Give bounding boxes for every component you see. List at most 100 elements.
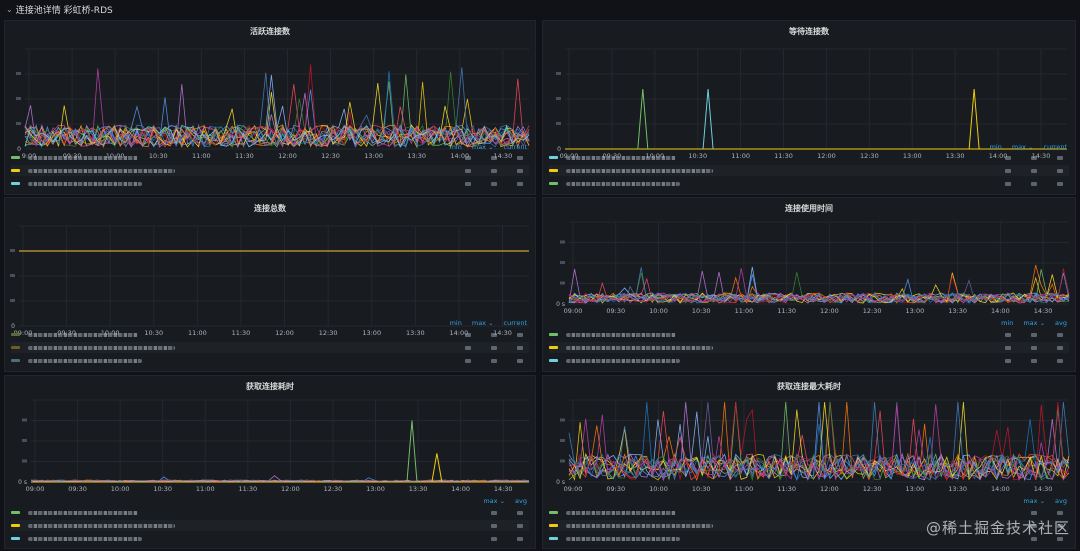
- legend-col-min[interactable]: min: [989, 143, 1002, 151]
- x-tick-label: 11:30: [777, 307, 796, 315]
- x-tick-label: 10:30: [144, 329, 163, 337]
- legend-value-redacted: [1057, 181, 1063, 186]
- legend-item[interactable]: [549, 329, 1069, 340]
- legend-item[interactable]: [11, 178, 529, 189]
- plot-area[interactable]: 9:0009:3010:0010:3011:0011:3012:0012:301…: [15, 43, 535, 161]
- plot-area[interactable]: 09:00 09:30 10:00 10:30 11:00 11:30 12:00 12:30…: [547, 216, 1075, 316]
- legend-item[interactable]: [11, 152, 529, 163]
- legend-col-max[interactable]: max ⌄: [1023, 497, 1046, 505]
- legend-col-max[interactable]: max ⌄: [1011, 143, 1034, 151]
- legend-item[interactable]: [11, 165, 529, 176]
- legend-item[interactable]: [549, 342, 1069, 353]
- legend-item[interactable]: [11, 355, 529, 366]
- panel-title: 活跃连接数: [250, 27, 290, 36]
- legend-value-redacted: [1057, 155, 1063, 160]
- legend-item[interactable]: [11, 342, 529, 353]
- legend-col-max[interactable]: max ⌄: [471, 319, 494, 327]
- legend-col-min[interactable]: min: [449, 143, 462, 151]
- legend-item[interactable]: [549, 520, 1069, 531]
- y-tick-label: [560, 418, 565, 422]
- x-tick-label: 14:30: [493, 152, 512, 160]
- legend-col-current[interactable]: current: [1043, 143, 1067, 151]
- row-title: 连接池详情 彩虹桥-RDS: [15, 5, 113, 16]
- y-tick-label: [22, 418, 27, 422]
- x-tick-label: 12:00: [281, 485, 300, 493]
- x-tick-label: 12:30: [863, 485, 882, 493]
- legend-header: min max ⌄ current: [450, 143, 527, 151]
- x-tick-label: 14:30: [493, 329, 512, 337]
- y-tick-label: [556, 122, 561, 125]
- legend-col-min[interactable]: min: [449, 319, 462, 327]
- x-tick-label: 13:00: [362, 329, 381, 337]
- panel-waiting-connections: 等待连接数 09:0009:3010:0010:3011:0011:3012:0…: [542, 20, 1076, 195]
- x-tick-label: 12:00: [820, 307, 839, 315]
- legend-item[interactable]: [549, 355, 1069, 366]
- legend-swatch: [549, 182, 558, 185]
- legend-swatch: [11, 537, 20, 540]
- y-tick-label: [10, 249, 15, 252]
- x-tick-label: 09:30: [606, 307, 625, 315]
- legend-value-redacted: [517, 181, 523, 186]
- legend-swatch: [549, 333, 558, 336]
- legend-item[interactable]: [549, 152, 1069, 163]
- series-line: [568, 401, 1070, 481]
- x-tick-label: 13:30: [948, 307, 967, 315]
- legend-label-redacted: [566, 510, 676, 515]
- legend-value-redacted: [517, 523, 523, 528]
- x-tick-label: 13:30: [407, 152, 426, 160]
- x-tick-label: 12:00: [820, 485, 839, 493]
- legend-value-redacted: [517, 155, 523, 160]
- legend-col-max[interactable]: max ⌄: [471, 143, 494, 151]
- x-tick-label: 14:00: [989, 152, 1008, 160]
- series-line: [568, 272, 1070, 304]
- series-line: [30, 475, 530, 483]
- legend-header: min max ⌄ current: [450, 319, 527, 327]
- legend-col-current[interactable]: current: [503, 319, 527, 327]
- legend-label-redacted: [28, 332, 138, 337]
- plot-area[interactable]: 09:00 09:30 10:00 10:30 11:00 11:30 12:00 12:30…: [9, 394, 535, 494]
- x-tick-label: 12:00: [275, 329, 294, 337]
- legend-item[interactable]: [11, 507, 529, 518]
- x-tick-label: 13:30: [409, 485, 428, 493]
- x-tick-label: 11:00: [735, 485, 754, 493]
- legend-item[interactable]: [549, 507, 1069, 518]
- legend-item[interactable]: [11, 533, 529, 544]
- legend-label-redacted: [28, 510, 138, 515]
- legend-col-avg[interactable]: avg: [1055, 497, 1067, 505]
- legend-item[interactable]: [11, 329, 529, 340]
- series-spike: [406, 420, 418, 483]
- legend-item[interactable]: [11, 520, 529, 531]
- row-header[interactable]: ⌄ 连接池详情 彩虹桥-RDS: [0, 0, 1080, 18]
- x-tick-label: 11:00: [196, 485, 215, 493]
- x-tick-label: 11:30: [777, 485, 796, 493]
- legend-col-avg[interactable]: avg: [1055, 319, 1067, 327]
- y-tick-label: 0: [557, 146, 561, 153]
- legend-value-redacted: [1031, 181, 1037, 186]
- legend-item[interactable]: [549, 165, 1069, 176]
- legend-col-avg[interactable]: avg: [515, 497, 527, 505]
- legend-swatch: [11, 169, 20, 172]
- x-tick-label: 13:30: [948, 485, 967, 493]
- x-tick-label: 11:00: [731, 152, 750, 160]
- legend-value-redacted: [517, 510, 523, 515]
- legend-col-max[interactable]: max ⌄: [483, 497, 506, 505]
- chevron-down-icon[interactable]: ⌄: [6, 4, 13, 14]
- legend-value-redacted: [491, 510, 497, 515]
- legend-col-current[interactable]: current: [503, 143, 527, 151]
- x-tick-label: 12:00: [817, 152, 836, 160]
- legend-item[interactable]: [549, 178, 1069, 189]
- legend-value-redacted: [1031, 536, 1037, 541]
- x-tick-label: 12:30: [324, 485, 343, 493]
- plot-area[interactable]: 09:00 09:30 10:00 10:30 11:00 11:30 12:00 12:30…: [547, 394, 1075, 494]
- legend-value-redacted: [1057, 168, 1063, 173]
- legend-swatch: [11, 359, 20, 362]
- legend-value-redacted: [1031, 510, 1037, 515]
- panel-connection-usage-time: 连接使用时间 09:00 09:30 10:00 10:30 11:00 11:30 12:…: [542, 197, 1076, 372]
- y-tick-label: [556, 72, 561, 75]
- x-tick-label: 13:00: [903, 152, 922, 160]
- legend-value-redacted: [517, 332, 523, 337]
- legend-item[interactable]: [549, 533, 1069, 544]
- legend-col-min[interactable]: min: [1001, 319, 1014, 327]
- legend-value-redacted: [491, 536, 497, 541]
- legend-col-max[interactable]: max ⌄: [1023, 319, 1046, 327]
